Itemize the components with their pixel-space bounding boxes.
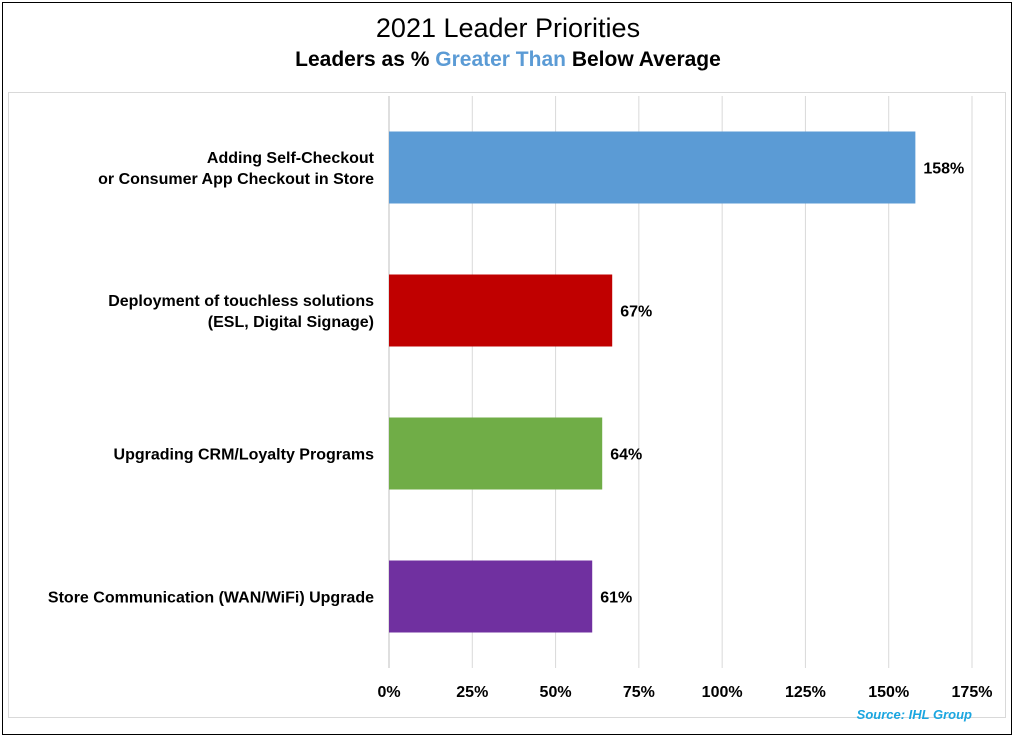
data-label: 158%: [923, 161, 964, 178]
labels: 0% 25% 50% 75% 100% 125% 150% 175% 158% Adding Se…: [48, 150, 993, 701]
x-tick-label: 175%: [952, 684, 993, 701]
bar: [389, 560, 593, 633]
x-tick-label: 25%: [456, 684, 488, 701]
category-label: Store Communication (WAN/WiFi) Upgrade: [48, 590, 374, 607]
chart-subtitle: Leaders as % Greater Than Below Average: [0, 48, 1016, 72]
category-label: Upgrading CRM/Loyalty Programs: [114, 447, 375, 464]
x-tick-label: 50%: [540, 684, 572, 701]
category-label: Deployment of touchless solutions: [108, 293, 374, 310]
category-label: or Consumer App Checkout in Store: [98, 171, 374, 188]
x-tick-label: 100%: [702, 684, 743, 701]
x-tick-label: 75%: [623, 684, 655, 701]
chart-title: 2021 Leader Priorities: [375, 13, 641, 43]
category-label: Adding Self-Checkout: [207, 150, 375, 167]
data-label: 61%: [600, 590, 632, 607]
x-tick-label: 150%: [868, 684, 909, 701]
subtitle-highlight: Greater Than: [435, 48, 566, 71]
bar: [389, 131, 916, 204]
bars: [389, 131, 916, 633]
data-label: 67%: [620, 304, 652, 321]
plot-area-border: [8, 92, 1006, 718]
data-label: 64%: [610, 447, 642, 464]
bar: [389, 417, 603, 490]
x-tick-label: 0%: [377, 684, 400, 701]
category-label: (ESL, Digital Signage): [208, 314, 374, 331]
x-tick-label: 125%: [785, 684, 826, 701]
subtitle-suffix: Below Average: [565, 48, 721, 71]
subtitle-prefix: Leaders as %: [295, 48, 436, 71]
source-note: Source: IHL Group: [856, 707, 972, 722]
bar: [389, 274, 613, 347]
